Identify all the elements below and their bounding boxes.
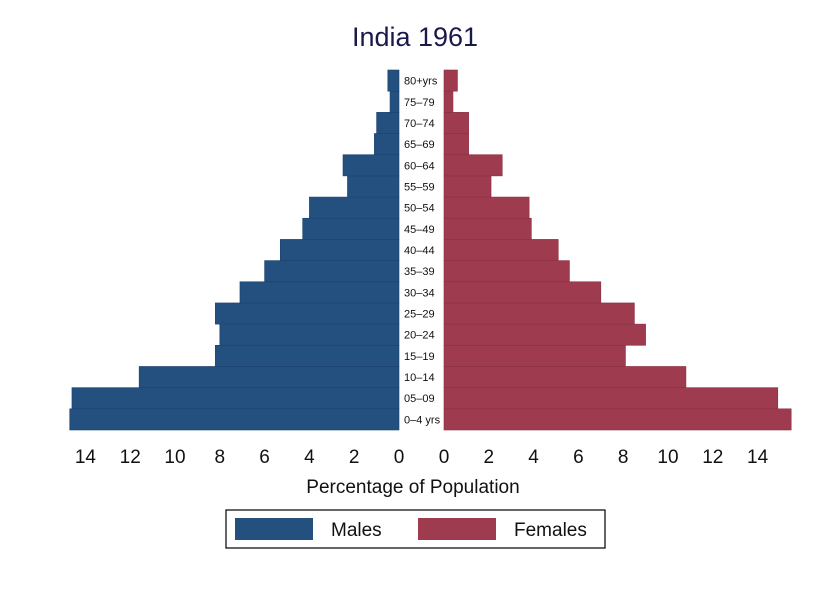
bar-male-5	[215, 302, 400, 325]
x-tick-right-12: 12	[702, 447, 723, 468]
x-tick-right-14: 14	[747, 447, 769, 468]
x-tick-right-0: 0	[439, 447, 450, 468]
bar-male-8	[279, 239, 400, 261]
bar-female-6	[443, 281, 602, 304]
age-label-16: 80+yrs	[404, 76, 438, 88]
bar-male-12	[342, 154, 400, 177]
bar-male-13	[374, 133, 400, 156]
age-label-6: 30–34	[404, 287, 435, 299]
legend-swatch-males	[235, 518, 313, 540]
x-tick-right-10: 10	[657, 447, 678, 468]
bar-male-9	[302, 217, 400, 240]
age-label-12: 60–64	[404, 160, 435, 172]
age-label-7: 35–39	[404, 266, 435, 278]
bar-male-15	[389, 90, 400, 113]
x-tick-right-2: 2	[484, 447, 495, 468]
age-label-3: 15–19	[404, 351, 435, 363]
age-label-15: 75–79	[404, 97, 435, 109]
age-label-0: 0–4 yrs	[404, 414, 441, 426]
bar-female-7	[443, 260, 570, 283]
legend-swatch-females	[418, 518, 496, 540]
age-label-10: 50–54	[404, 203, 435, 215]
bar-female-8	[443, 239, 559, 261]
x-tick-left-4: 4	[304, 447, 315, 468]
x-tick-left-8: 8	[215, 447, 226, 468]
bar-female-14	[443, 112, 469, 134]
bar-female-9	[443, 217, 532, 240]
bar-female-12	[443, 154, 503, 177]
bar-female-0	[443, 408, 792, 431]
bar-male-0	[69, 408, 400, 431]
bar-male-2	[138, 366, 400, 388]
chart-title: India 1961	[352, 22, 478, 52]
age-label-5: 25–29	[404, 309, 435, 321]
age-label-1: 05–09	[404, 393, 435, 405]
bar-male-14	[376, 112, 400, 134]
x-axis-label: Percentage of Population	[306, 477, 519, 498]
bar-female-11	[443, 175, 492, 198]
legend-label-males: Males	[331, 520, 382, 541]
bar-male-7	[264, 260, 400, 283]
age-label-11: 55–59	[404, 181, 435, 193]
bar-female-3	[443, 344, 626, 367]
age-label-2: 10–14	[404, 372, 435, 384]
bar-male-11	[347, 175, 400, 198]
bar-male-3	[215, 344, 400, 367]
age-label-9: 45–49	[404, 224, 435, 236]
age-label-13: 65–69	[404, 139, 435, 151]
age-label-14: 70–74	[404, 118, 435, 130]
x-tick-right-8: 8	[618, 447, 629, 468]
bar-female-13	[443, 133, 469, 156]
bar-female-5	[443, 302, 635, 325]
bar-male-6	[239, 281, 400, 304]
x-tick-right-4: 4	[528, 447, 539, 468]
bar-female-16	[443, 69, 458, 92]
x-tick-left-14: 14	[75, 447, 97, 468]
bar-male-1	[71, 387, 400, 410]
legend: Males Females	[225, 509, 606, 549]
bar-female-15	[443, 90, 454, 113]
x-tick-left-2: 2	[349, 447, 360, 468]
x-tick-left-10: 10	[164, 447, 185, 468]
age-label-4: 20–24	[404, 330, 435, 342]
bar-female-1	[443, 387, 779, 410]
bar-female-2	[443, 366, 687, 388]
x-tick-left-6: 6	[259, 447, 270, 468]
x-tick-right-6: 6	[573, 447, 584, 468]
x-tick-left-12: 12	[120, 447, 141, 468]
bar-male-10	[309, 196, 400, 219]
x-tick-left-0: 0	[394, 447, 405, 468]
bar-female-4	[443, 323, 646, 346]
bar-male-4	[219, 323, 400, 346]
bar-male-16	[387, 69, 400, 92]
bar-female-10	[443, 196, 530, 219]
legend-label-females: Females	[514, 520, 587, 541]
age-label-8: 40–44	[404, 245, 435, 257]
